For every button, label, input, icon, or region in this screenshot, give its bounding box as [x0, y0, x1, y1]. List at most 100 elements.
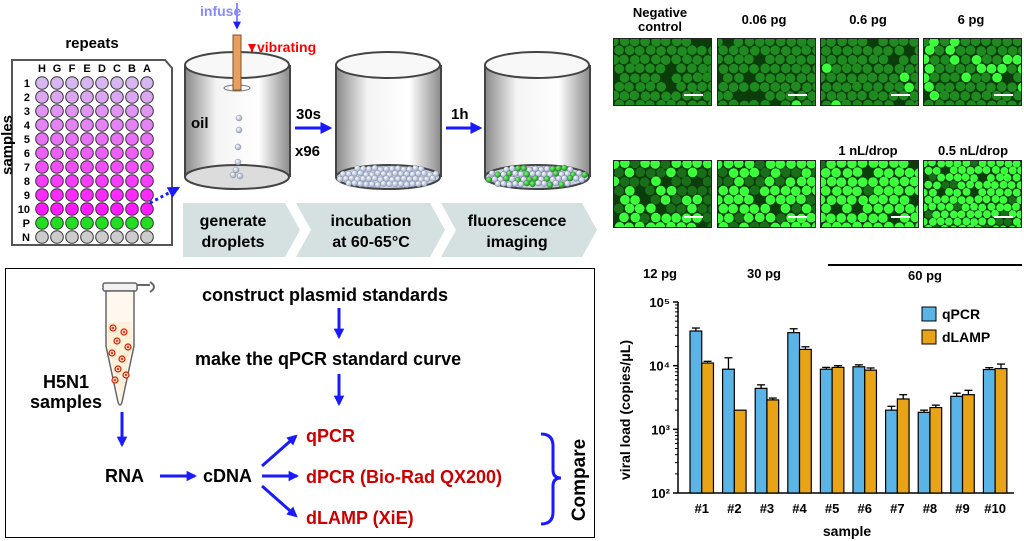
method-dpcr: dPCR (Bio-Rad QX200) — [306, 467, 502, 487]
positive-droplet — [529, 180, 536, 188]
chart-legend: qPCR dLAMP — [921, 306, 990, 345]
stage-label-generate-1: generate — [200, 213, 267, 230]
micrograph-60pg-1nl — [820, 160, 919, 228]
droplet — [552, 179, 559, 187]
plate-well — [95, 174, 109, 188]
scale-bar — [891, 216, 910, 218]
plate-col-label: B — [128, 63, 136, 75]
plate-well — [35, 76, 49, 90]
micrograph-label-60pg: 60 pg — [908, 268, 942, 283]
droplet — [494, 180, 501, 187]
plate-well — [125, 118, 139, 132]
plate-well — [110, 188, 124, 202]
virion-icon — [108, 349, 116, 357]
chart-ytick-label: 10⁴ — [649, 359, 670, 374]
positive-droplet — [523, 179, 530, 187]
plate-well — [95, 104, 109, 118]
plate-well — [95, 216, 109, 230]
droplet — [418, 165, 425, 173]
micrograph-60pg-0-5nl — [923, 160, 1022, 228]
plate-well — [125, 174, 139, 188]
positive-droplet — [546, 181, 554, 189]
plate-row-label: 3 — [24, 106, 30, 118]
micrograph-12pg — [613, 160, 712, 228]
plate-well — [50, 104, 64, 118]
plate-well — [65, 160, 79, 174]
positive-droplet — [561, 164, 568, 172]
plate-well — [50, 76, 64, 90]
viral-load-chart: 10² 10³ 10⁴ 10⁵ #1 #2 #3 #4 #5 #6 #7 #8 #9 #10 viral … — [617, 295, 1014, 539]
plate-well — [140, 188, 154, 202]
step1-time: 30s — [296, 106, 321, 123]
plate-row-label: 9 — [24, 190, 30, 202]
plate-well — [35, 174, 49, 188]
plate-well — [110, 160, 124, 174]
plate-well — [110, 216, 124, 230]
stage-label-imaging-2: imaging — [486, 234, 547, 251]
plate-col-label: F — [69, 63, 76, 75]
plate-well — [110, 104, 124, 118]
plate-well — [65, 118, 79, 132]
vibrating-label: vibrating — [257, 39, 316, 55]
droplet — [397, 180, 405, 188]
plate-well — [50, 230, 64, 244]
plate-well — [110, 174, 124, 188]
plate-well — [110, 76, 124, 90]
droplet — [500, 180, 507, 187]
step-curve: make the qPCR standard curve — [195, 349, 461, 369]
plate-row-label: 6 — [24, 148, 30, 160]
bar-qpcr-8 — [917, 411, 931, 494]
plate-col-label: G — [53, 63, 62, 75]
tube-label-1: H5N1 — [43, 372, 89, 392]
bar-qpcr-9 — [950, 395, 964, 494]
droplet — [392, 170, 399, 177]
plate-well — [65, 146, 79, 160]
scale-bar — [684, 216, 703, 218]
plate-well — [140, 216, 154, 230]
plate-row-label: 2 — [24, 92, 30, 104]
plate-well — [110, 118, 124, 132]
stage-label-generate-2: droplets — [201, 234, 264, 251]
bar-dlamp-10 — [994, 367, 1008, 494]
plate-col-label: E — [83, 63, 90, 75]
scale-bar — [891, 94, 910, 96]
bar-dlamp-7 — [896, 398, 910, 494]
bar-qpcr-6 — [852, 366, 866, 494]
plate-col-label: H — [38, 63, 46, 75]
virion-icon — [124, 343, 132, 351]
step2-time: 1h — [451, 106, 469, 123]
bar-dlamp-4 — [798, 348, 812, 494]
micrograph-6pg — [923, 38, 1022, 106]
virion-icon — [118, 355, 126, 363]
plate-well — [80, 216, 94, 230]
tube-label-2: samples — [30, 392, 102, 412]
stage-label-incubation-2: at 60-65°C — [332, 234, 410, 251]
plate-well — [65, 174, 79, 188]
droplet — [351, 179, 358, 187]
droplet — [363, 181, 370, 188]
droplet — [371, 164, 378, 172]
stage-chevron-generate — [183, 203, 300, 257]
plate-well — [80, 76, 94, 90]
droplet — [512, 170, 519, 177]
micrograph-30pg — [717, 160, 816, 228]
pipeline-diagram: H5N1 samples construct plasmid standards… — [30, 281, 590, 528]
droplet — [336, 175, 344, 183]
plate-well — [140, 174, 154, 188]
chart-xtick-label: #6 — [858, 501, 872, 516]
bar-qpcr-7 — [885, 409, 898, 494]
virion-icon — [114, 365, 122, 373]
droplet — [400, 175, 407, 182]
bar-dlamp-3 — [766, 399, 780, 494]
plate-well — [110, 132, 124, 146]
plate-well — [125, 230, 139, 244]
stage-label-imaging-1: fluorescence — [468, 213, 567, 230]
step-construct: construct plasmid standards — [202, 285, 448, 305]
plate-well — [95, 90, 109, 104]
chart-xtick-label: #2 — [727, 501, 741, 516]
virion-icon — [120, 328, 128, 336]
micrograph-bracket-line — [828, 264, 1022, 266]
plate-well — [140, 146, 154, 160]
plate-well — [125, 90, 139, 104]
